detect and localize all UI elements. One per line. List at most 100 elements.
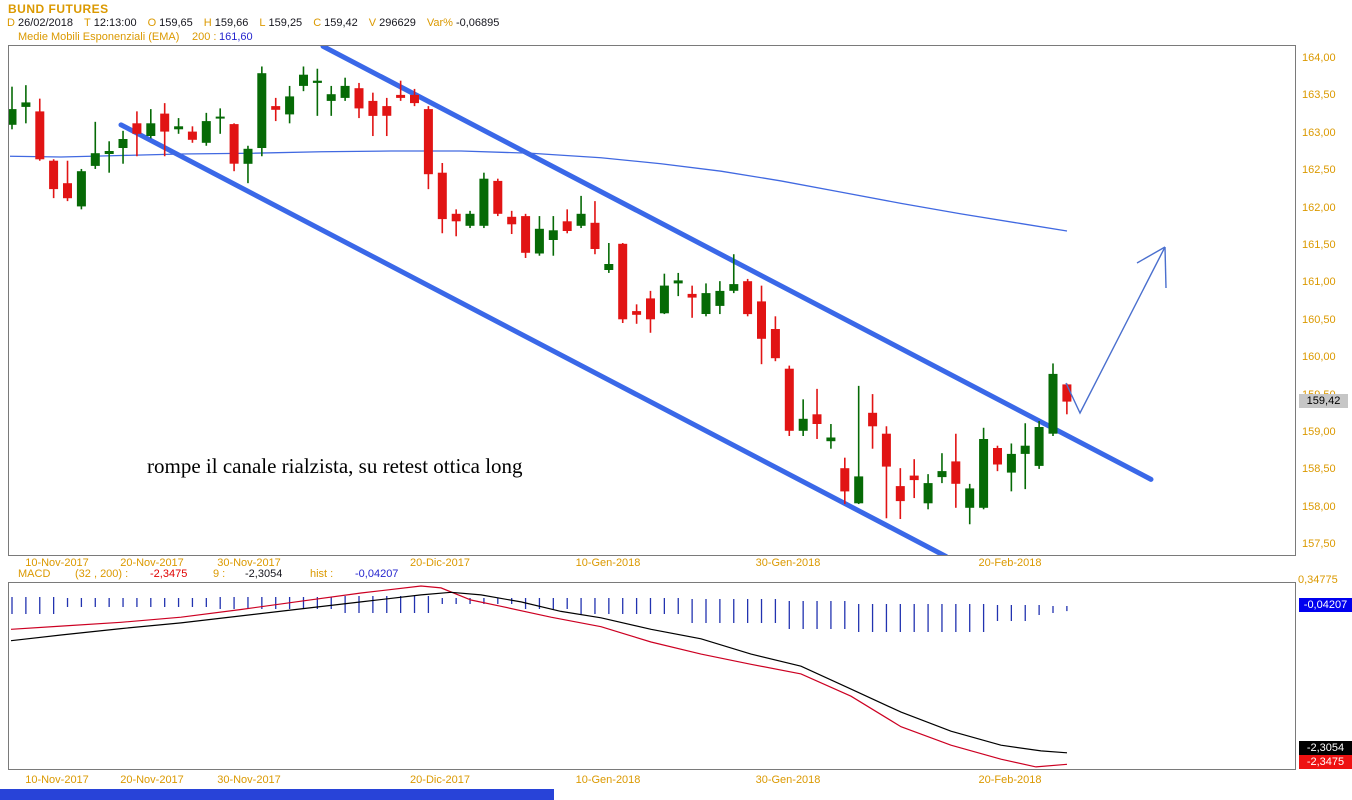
price-axis-label: 158,50 [1302, 463, 1336, 475]
candle [923, 483, 933, 504]
quote-field: Var% -0,06895 [426, 17, 500, 29]
instrument-title: BUND FUTURES [8, 2, 109, 16]
ema-period-label: 200 : [192, 31, 217, 43]
macd-signal-line [10, 591, 1068, 754]
candle [1006, 453, 1016, 473]
price-axis-label: 162,50 [1302, 164, 1336, 176]
macd-plot [10, 585, 1068, 768]
candle [743, 281, 753, 315]
candle [382, 106, 392, 116]
candle [423, 109, 433, 175]
price-axis-label: 162,00 [1302, 202, 1336, 214]
candle [757, 301, 766, 339]
quote-field: H 159,66 [203, 17, 249, 29]
macd-signal-period-label: 9 : [213, 568, 226, 580]
macd-panel-canvas[interactable] [8, 582, 1296, 770]
date-axis-macd: 10-Nov-2017 20-Nov-2017 30-Nov-2017 20-Dic-… [8, 774, 1296, 787]
candle [909, 475, 919, 481]
date-axis-label: 30-Gen-2018 [755, 557, 821, 569]
candle [951, 461, 961, 484]
candle [326, 94, 336, 101]
candle [299, 74, 308, 86]
candle [174, 126, 184, 130]
candle [63, 183, 72, 199]
candle [965, 488, 975, 508]
candle [979, 439, 989, 508]
price-axis-label: 164,00 [1302, 52, 1336, 64]
candle [354, 88, 364, 109]
date-axis-label: 20-Nov-2017 [120, 774, 184, 786]
candle [618, 243, 628, 320]
candle [146, 123, 156, 136]
candle [76, 171, 86, 207]
candle [479, 178, 489, 226]
candle [493, 180, 503, 214]
candle [49, 160, 59, 190]
channel-lower-line [118, 122, 949, 555]
candle [840, 468, 850, 492]
candle [187, 131, 197, 140]
date-axis-label: 20-Feb-2018 [978, 557, 1042, 569]
candle [881, 433, 891, 467]
candle [562, 221, 572, 231]
date-axis-label: 10-Gen-2018 [575, 774, 641, 786]
candle [1048, 373, 1058, 434]
candle [243, 148, 253, 164]
candle [118, 139, 128, 148]
quote-field: D 26/02/2018 [7, 17, 74, 29]
candle [701, 293, 711, 314]
candle [160, 113, 170, 132]
macd-axis-max-label: 0,34775 [1298, 574, 1338, 586]
taskbar-strip [0, 789, 554, 800]
date-axis-label: 20-Feb-2018 [978, 774, 1042, 786]
quote-field: V 296629 [368, 17, 416, 29]
candle [784, 368, 794, 431]
channel-upper-line [320, 46, 1154, 482]
macd-line-value: -2,3475 [150, 568, 188, 580]
price-axis-label: 160,00 [1302, 351, 1336, 363]
chart-annotation-text: rompe il canale rialzista, su retest ott… [147, 454, 523, 478]
candle [9, 109, 17, 125]
ema200-line [9, 150, 1068, 232]
date-axis-label: 30-Nov-2017 [217, 557, 281, 569]
candle [673, 280, 683, 284]
quote-bar: D 26/02/2018 T 12:13:00 O 159,65 H 159,66 L 159,2… [7, 17, 510, 29]
candle [21, 102, 31, 107]
candle [576, 213, 586, 226]
macd-signal-value: -2,3054 [245, 568, 283, 580]
date-axis-label: 30-Nov-2017 [217, 774, 281, 786]
candle [201, 121, 211, 143]
macd-hist-label: hist : [310, 568, 334, 580]
candle [507, 216, 517, 225]
price-axis-label: 159,00 [1302, 426, 1336, 438]
candle [410, 94, 419, 104]
quote-field: T 12:13:00 [84, 17, 137, 29]
candle [90, 153, 100, 166]
candle [854, 476, 864, 504]
candle [437, 172, 447, 220]
candle [312, 80, 322, 83]
candle [895, 486, 905, 502]
last-price-marker: 159,42 [1299, 394, 1348, 408]
candle [534, 228, 544, 254]
date-axis-label: 10-Nov-2017 [25, 557, 89, 569]
candle [368, 100, 378, 116]
macd-signal-value-box: -2,3054 [1299, 741, 1352, 755]
ema-current-value: 161,60 [219, 31, 253, 43]
candle [729, 284, 739, 291]
date-axis-label: 20-Dic-2017 [410, 774, 470, 786]
price-chart-canvas[interactable]: rompe il canale rialzista, su retest ott… [8, 45, 1296, 556]
candle [590, 222, 600, 249]
candle [798, 418, 808, 431]
forecast-arrow [1065, 246, 1166, 415]
candlestick-plot [9, 46, 1167, 555]
candle [521, 216, 531, 253]
date-axis-label: 10-Nov-2017 [25, 774, 89, 786]
price-axis-label: 158,00 [1302, 501, 1336, 513]
macd-header-row: MACD (32 , 200) : -2,3475 9 : -2,3054 hi… [0, 568, 1352, 581]
macd-params-label: (32 , 200) : [75, 568, 129, 580]
candle [868, 412, 878, 427]
candle [604, 264, 614, 270]
candle [451, 213, 461, 222]
